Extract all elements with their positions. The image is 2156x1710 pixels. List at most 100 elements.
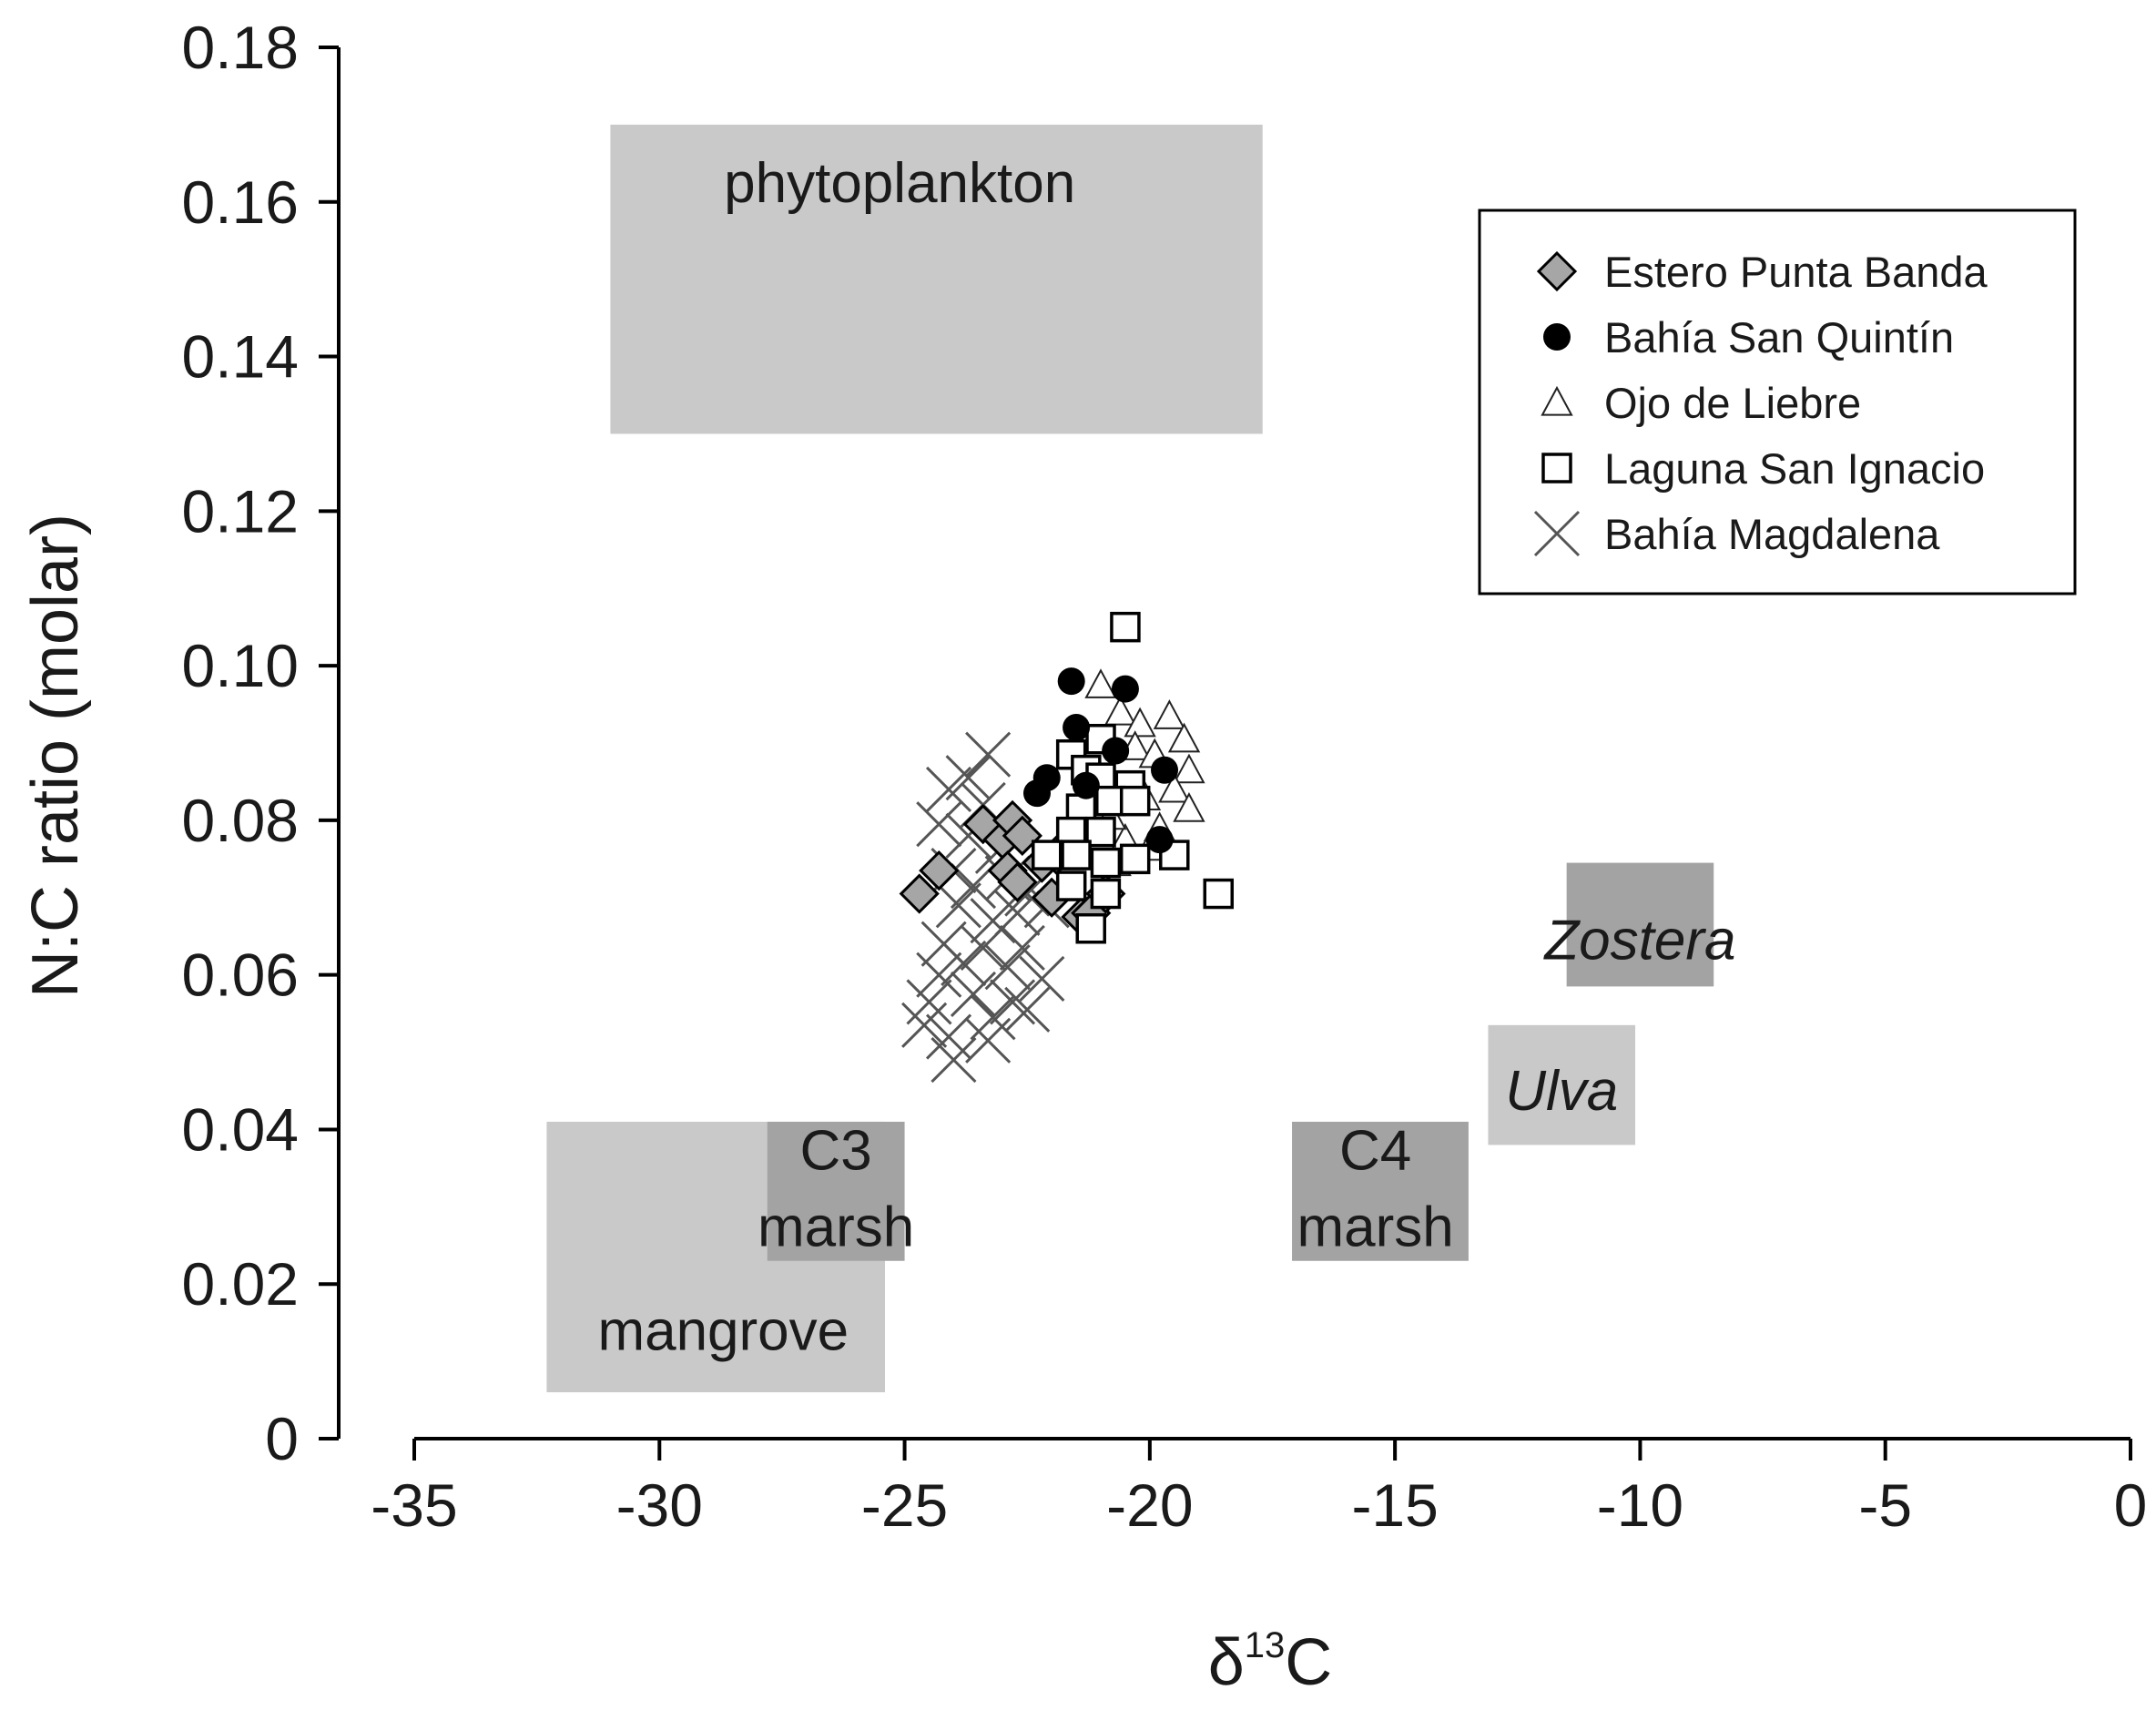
- data-point-ojo-de-liebre: [1158, 772, 1191, 803]
- data-point-ojo-de-liebre: [1173, 792, 1205, 822]
- legend-item-laguna-san-ignacio: Laguna San Ignacio: [1541, 444, 1985, 493]
- legend-marker-bahia-san-quintin: [1543, 323, 1571, 351]
- legend-marker-ojo-de-liebre: [1541, 385, 1573, 416]
- data-point-laguna-san-ignacio: [1110, 611, 1141, 643]
- region-label-line: Ulva: [1505, 1060, 1618, 1123]
- region-c4-marsh: [1292, 1121, 1469, 1261]
- legend-label-ojo-de-liebre: Ojo de Liebre: [1604, 379, 1861, 427]
- y-tick-label: 0.10: [182, 632, 299, 699]
- data-point-bahia-san-quintin: [1102, 737, 1130, 765]
- data-point-bahia-magdalena: [941, 940, 987, 986]
- legend-item-bahia-san-quintin: Bahía San Quintín: [1543, 313, 1954, 361]
- x-tick-label: -30: [616, 1471, 703, 1539]
- region-label-c4-marsh: C4 marsh: [1297, 1120, 1453, 1259]
- data-point-ojo-de-liebre: [1153, 699, 1186, 729]
- data-point-bahia-san-quintin: [1057, 667, 1085, 696]
- data-point-bahia-magdalena: [965, 731, 1012, 778]
- x-tick-label: 0: [2114, 1471, 2148, 1539]
- region-c3-marsh: [767, 1121, 905, 1261]
- region-phytoplankton: [610, 124, 1263, 434]
- data-point-bahia-magdalena: [970, 898, 1016, 944]
- legend-marker-laguna-san-ignacio: [1541, 453, 1572, 483]
- data-point-laguna-san-ignacio: [1090, 847, 1122, 879]
- legend-item-ojo-de-liebre: Ojo de Liebre: [1541, 379, 1861, 427]
- region-label-line: mangrove: [597, 1299, 849, 1362]
- y-axis-ticks: 0 0.02 0.04 0.06 0.08 0.10 0.12 0.14 0.16 0.18: [182, 14, 339, 1472]
- data-point-estero-punta-banda: [997, 861, 1038, 902]
- data-point-laguna-san-ignacio: [1055, 870, 1087, 901]
- axes: 0 0.02 0.04 0.06 0.08 0.10 0.12 0.14 0.16 0.18 -3…: [182, 14, 2148, 1539]
- legend-label-estero-punta-banda: Estero Punta Banda: [1604, 248, 1988, 296]
- data-point-bahia-magdalena: [950, 862, 997, 910]
- data-point-bahia-san-quintin: [1151, 756, 1179, 784]
- data-point-bahia-magdalena: [999, 924, 1045, 972]
- region-label-line: C4: [1339, 1120, 1411, 1183]
- data-point-bahia-magdalena: [950, 971, 997, 1017]
- legend-item-estero-punta-banda: Estero Punta Banda: [1536, 248, 1988, 296]
- x-axis-ticks: -35 -30 -25 -20 -15 -10 -5 0: [371, 1439, 2147, 1539]
- data-point-bahia-magdalena: [945, 755, 992, 801]
- data-point-laguna-san-ignacio: [1090, 878, 1122, 910]
- data-point-bahia-magdalena: [970, 994, 1016, 1041]
- region-label-line: Zostera: [1542, 910, 1735, 972]
- y-tick-label: 0: [265, 1405, 299, 1472]
- region-zostera: [1566, 862, 1714, 987]
- data-point-ojo-de-liebre: [1167, 722, 1201, 753]
- data-point-bahia-magdalena: [916, 801, 962, 848]
- data-point-laguna-san-ignacio: [1085, 816, 1116, 848]
- data-point-bahia-san-quintin: [1111, 675, 1139, 703]
- region-label-c3-marsh: C3 marsh: [758, 1120, 914, 1259]
- legend-label-laguna-san-ignacio: Laguna San Ignacio: [1604, 444, 1985, 493]
- y-axis-title: N:C ratio (molar): [19, 514, 92, 998]
- legend-label-bahia-san-quintin: Bahía San Quintín: [1604, 313, 1954, 361]
- y-tick-label: 0.14: [182, 323, 299, 391]
- data-point-ojo-de-liebre: [1103, 695, 1137, 726]
- data-point-bahia-magdalena: [960, 924, 1006, 972]
- y-tick-label: 0.12: [182, 477, 299, 545]
- data-point-bahia-san-quintin: [1145, 826, 1174, 854]
- x-axis-title-base: δ: [1208, 1626, 1245, 1699]
- y-tick-label: 0.08: [182, 787, 299, 854]
- data-point-laguna-san-ignacio: [1119, 785, 1151, 817]
- data-point-estero-punta-banda: [1002, 815, 1042, 856]
- region-label-line: C3: [800, 1120, 872, 1183]
- x-tick-label: -10: [1597, 1471, 1683, 1539]
- legend-marker-bahia-magdalena: [1533, 510, 1581, 557]
- data-point-bahia-magdalena: [935, 882, 981, 929]
- y-tick-label: 0.04: [182, 1095, 299, 1163]
- data-point-bahia-magdalena: [1004, 986, 1051, 1033]
- x-tick-label: -35: [371, 1471, 457, 1539]
- legend-item-bahia-magdalena: Bahía Magdalena: [1533, 510, 1940, 558]
- region-label-ulva: Ulva: [1505, 1060, 1618, 1123]
- x-tick-label: -20: [1106, 1471, 1193, 1539]
- y-tick-label: 0.06: [182, 942, 299, 1009]
- legend-box: [1478, 209, 2077, 595]
- x-axis-title-tail: C: [1285, 1626, 1332, 1699]
- data-point-ojo-de-liebre: [1124, 707, 1156, 738]
- data-point-estero-punta-banda: [899, 873, 940, 914]
- region-ulva: [1488, 1024, 1636, 1145]
- region-label-line: phytoplankton: [724, 152, 1075, 215]
- data-point-bahia-magdalena: [925, 766, 972, 812]
- data-point-bahia-magdalena: [1019, 955, 1065, 1002]
- data-point-ojo-de-liebre: [1173, 753, 1205, 784]
- legend-marker-estero-punta-banda: [1536, 250, 1578, 292]
- x-tick-label: -5: [1858, 1471, 1912, 1539]
- data-point-laguna-san-ignacio: [1061, 840, 1092, 870]
- data-point-laguna-san-ignacio: [1032, 840, 1063, 870]
- source-regions: phytoplankton mangrove C3 marsh C4 marsh Ulva Z…: [546, 124, 1736, 1393]
- y-tick-label: 0.18: [182, 14, 299, 81]
- data-point-bahia-magdalena: [916, 952, 962, 998]
- series-laguna-san-ignacio: [1032, 611, 1235, 944]
- x-tick-label: -15: [1351, 1471, 1438, 1539]
- data-point-laguna-san-ignacio: [1119, 843, 1151, 875]
- legend-items: Estero Punta Banda Bahía San Quintín Ojo d…: [1533, 248, 1988, 558]
- data-point-bahia-magdalena: [965, 1017, 1012, 1064]
- x-tick-label: -25: [861, 1471, 948, 1539]
- x-axis-title-superscript: 13: [1245, 1625, 1286, 1665]
- data-points: [899, 611, 1235, 1084]
- series-bahia-san-quintin: [1022, 667, 1179, 854]
- region-label-zostera: Zostera: [1542, 910, 1735, 972]
- region-label-line: marsh: [758, 1196, 914, 1259]
